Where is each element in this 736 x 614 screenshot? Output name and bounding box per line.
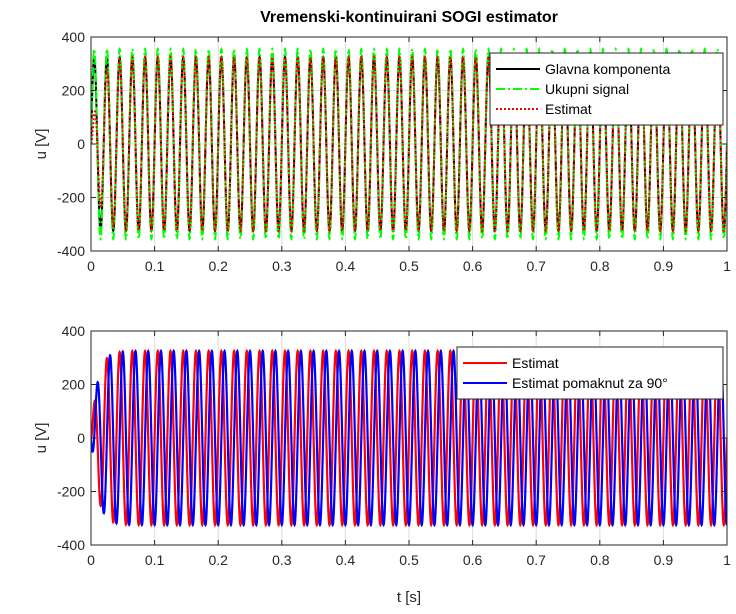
x-tick-label: 0.5	[399, 552, 419, 568]
legend-label: Estimat	[512, 355, 559, 371]
y-tick-label: 400	[62, 29, 86, 45]
x-tick-label: 1	[723, 258, 731, 274]
y-tick-label: -200	[57, 190, 85, 206]
legend-label: Glavna komponenta	[545, 61, 671, 77]
x-tick-label: 0.3	[272, 552, 292, 568]
legend-label: Ukupni signal	[545, 81, 629, 97]
axes-bottom: u [V] t [s] 0 0.1 0.2 0.3 0.4 0.5 0.6 0.7 0.8 0.9…	[33, 323, 731, 606]
x-tick-label: 0	[87, 258, 95, 274]
x-tick-label: 0.8	[590, 552, 610, 568]
y-tick-label: 200	[62, 377, 86, 393]
x-tick-label: 0.4	[336, 258, 356, 274]
y-tick-label: -400	[57, 243, 85, 259]
y-tick-label: 0	[77, 430, 85, 446]
x-tick-label: 0	[87, 552, 95, 568]
x-tick-label: 0.5	[399, 258, 419, 274]
x-tick-label: 0.6	[463, 552, 483, 568]
legend-box	[489, 52, 724, 126]
x-tick-label: 0.4	[336, 552, 356, 568]
y-tick-label: -200	[57, 484, 85, 500]
x-tick-label: 0.9	[654, 552, 674, 568]
x-tick-label: 0.7	[526, 552, 546, 568]
x-tick-label: 0.2	[208, 258, 228, 274]
series-line-estimat	[91, 55, 727, 233]
y-tick-label: 400	[62, 323, 86, 339]
y-axis-label-top: u [V]	[33, 129, 50, 160]
legend-label: Estimat pomaknut za 90°	[512, 375, 668, 391]
legend-box	[456, 346, 724, 400]
y-tick-label: -400	[57, 537, 85, 553]
x-tick-label: 0.1	[145, 552, 165, 568]
y-tick-label: 200	[62, 83, 86, 99]
legend: Glavna komponenta Ukupni signal Estimat	[489, 52, 724, 126]
x-axis-label-bottom: t [s]	[397, 589, 421, 606]
x-tick-label: 0.3	[272, 258, 292, 274]
x-tick-label: 0.6	[463, 258, 483, 274]
chart-title: Vremenski-kontinuirani SOGI estimator	[260, 9, 558, 26]
series-line-ukupni-signal	[91, 46, 727, 242]
y-axis-label-bottom: u [V]	[33, 423, 50, 454]
x-tick-label: 0.9	[654, 258, 674, 274]
x-tick-label: 1	[723, 552, 731, 568]
legend-label: Estimat	[545, 101, 592, 117]
x-tick-label: 0.7	[526, 258, 546, 274]
y-tick-label: 0	[77, 136, 85, 152]
axes-top: Vremenski-kontinuirani SOGI estimator u …	[33, 9, 731, 274]
legend: Estimat Estimat pomaknut za 90°	[456, 346, 724, 400]
x-tick-label: 0.1	[145, 258, 165, 274]
x-tick-label: 0.2	[208, 552, 228, 568]
x-tick-label: 0.8	[590, 258, 610, 274]
